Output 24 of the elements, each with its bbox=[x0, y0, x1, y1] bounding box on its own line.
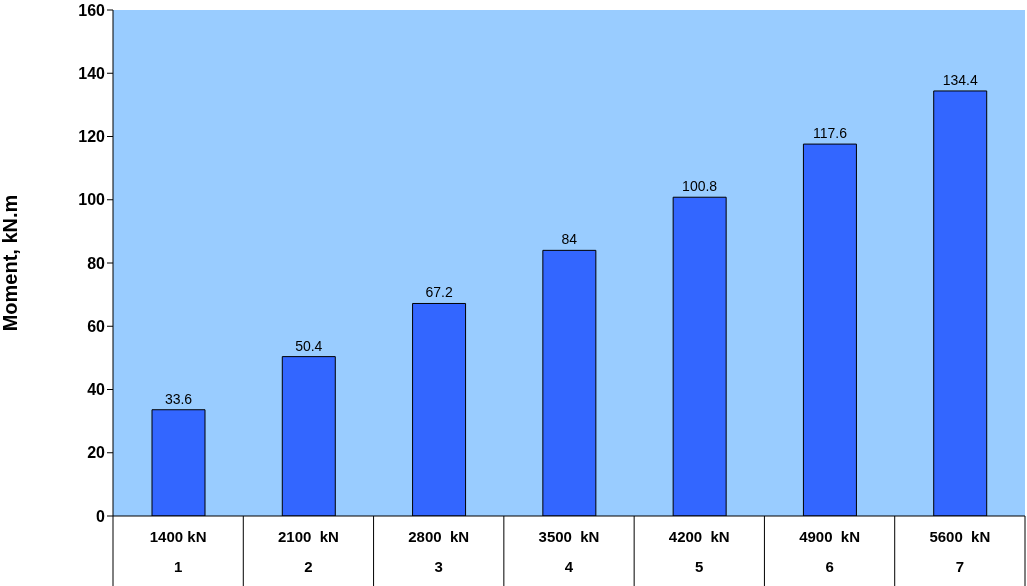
data-label: 50.4 bbox=[295, 337, 323, 354]
x-tick-label: 4900 kN 6 bbox=[799, 528, 861, 575]
data-label: 84 bbox=[561, 231, 578, 248]
y-tick-label: 20 bbox=[87, 444, 106, 462]
data-label: 33.6 bbox=[164, 390, 193, 407]
y-tick-label: 60 bbox=[87, 317, 106, 335]
x-tick-label: 2100 kN 2 bbox=[277, 528, 339, 575]
y-tick-label: 120 bbox=[78, 128, 106, 146]
data-label: 117.6 bbox=[812, 125, 848, 142]
x-tick-label: 2800 kN 3 bbox=[408, 528, 470, 575]
y-tick-label: 100 bbox=[78, 191, 106, 209]
y-axis-title: Moment, kN.m bbox=[0, 194, 22, 332]
y-tick-label: 140 bbox=[78, 64, 106, 82]
y-tick-label: 80 bbox=[87, 254, 106, 272]
x-tick-label: 1400 kN 1 bbox=[149, 528, 207, 575]
data-label: 134.4 bbox=[942, 71, 978, 88]
data-label: 67.2 bbox=[425, 284, 453, 301]
x-tick-label: 5600 kN 7 bbox=[929, 528, 991, 575]
y-tick-label: 40 bbox=[87, 381, 106, 399]
data-label: 100.8 bbox=[682, 178, 718, 195]
x-tick-label: 3500 kN 4 bbox=[538, 528, 600, 575]
y-tick-label: 160 bbox=[78, 1, 106, 19]
x-tick-label: 4200 kN 5 bbox=[668, 528, 730, 575]
y-tick-label: 0 bbox=[96, 507, 106, 525]
